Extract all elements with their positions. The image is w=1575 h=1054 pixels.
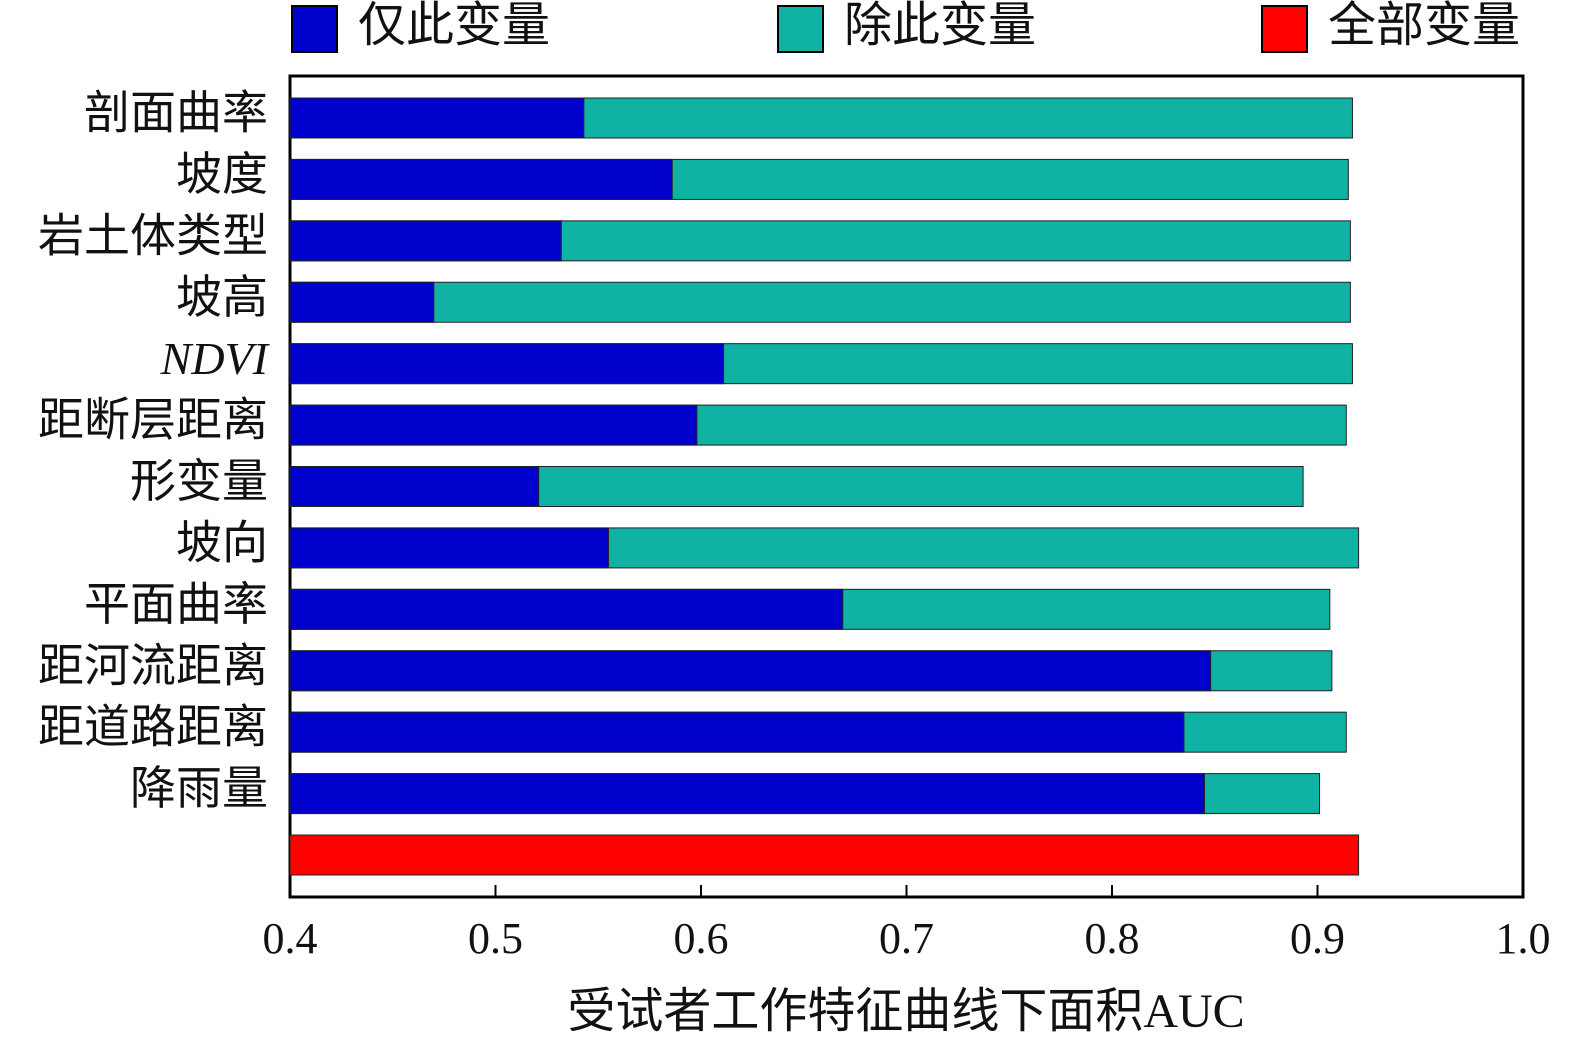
y-tick-label: 距断层距离 <box>38 395 268 446</box>
bar <box>289 834 1360 876</box>
bar <box>289 97 585 139</box>
bar <box>289 404 698 446</box>
y-tick-label: 距河流距离 <box>38 640 268 691</box>
bar <box>289 343 725 385</box>
bar <box>289 466 540 507</box>
y-tick-label: 平面曲率 <box>84 579 268 630</box>
legend-label: 全部变量 <box>1328 0 1520 52</box>
y-tick-label: 坡高 <box>176 272 268 323</box>
y-tick-label: 降雨量 <box>130 763 268 814</box>
legend-swatch <box>1261 5 1308 53</box>
bar <box>289 711 1185 753</box>
bar <box>289 588 844 630</box>
x-tick-label: 0.6 <box>674 914 729 963</box>
bar <box>289 527 610 569</box>
x-tick-label: 1.0 <box>1496 914 1551 963</box>
legend-swatch <box>291 5 338 53</box>
y-tick-label: 岩土体类型 <box>38 210 268 261</box>
y-tick-label: 形变量 <box>130 456 268 507</box>
y-tick-label: 距道路距离 <box>38 702 268 753</box>
y-tick-label: NDVI <box>160 333 271 384</box>
bar <box>289 281 435 323</box>
bar <box>289 281 1351 323</box>
legend-swatch <box>777 5 824 53</box>
x-tick-label: 0.5 <box>468 914 523 963</box>
x-tick-label: 0.9 <box>1290 914 1345 963</box>
bar <box>289 220 562 262</box>
legend-label: 仅此变量 <box>358 0 550 52</box>
bar <box>289 158 673 200</box>
y-tick-label: 坡向 <box>176 517 268 568</box>
x-tick-label: 0.4 <box>263 914 318 963</box>
bar <box>289 650 1212 692</box>
y-tick-label: 坡度 <box>176 149 268 200</box>
y-tick-label: 剖面曲率 <box>84 88 268 139</box>
x-tick-label: 0.7 <box>879 914 934 963</box>
bar <box>289 773 1205 815</box>
x-tick-label: 0.8 <box>1085 914 1140 963</box>
legend-label: 除此变量 <box>844 0 1036 52</box>
x-axis-label: 受试者工作特征曲线下面积AUC <box>567 985 1244 1038</box>
